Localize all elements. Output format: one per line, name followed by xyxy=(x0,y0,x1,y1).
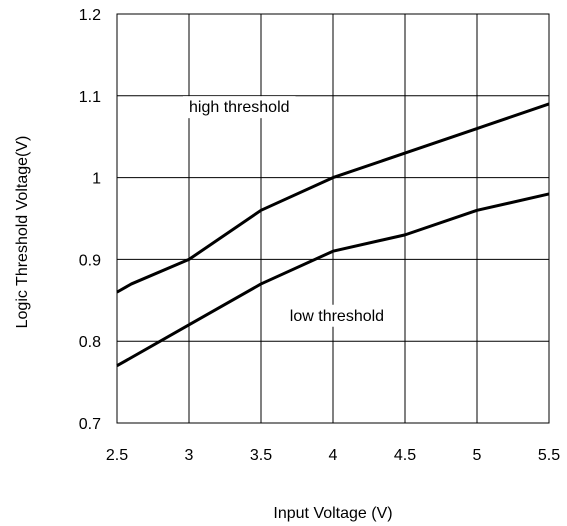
annotation-background xyxy=(183,96,296,119)
x-tick-label: 4.5 xyxy=(394,447,416,464)
x-tick-label: 3 xyxy=(185,447,194,464)
grid xyxy=(116,13,550,424)
y-tick-labels: 0.7 0.8 0.9 1 1.1 1.2 xyxy=(79,7,101,433)
x-axis-title: Input Voltage (V) xyxy=(273,505,392,522)
y-tick-label: 0.8 xyxy=(79,334,101,351)
series-line-low-threshold xyxy=(116,192,550,368)
y-axis-title: Logic Threshold Voltage(V) xyxy=(14,136,31,329)
annotation-label: high threshold xyxy=(189,99,290,116)
series-line-high-threshold xyxy=(116,102,550,294)
y-tick-label: 0.7 xyxy=(79,416,101,433)
y-tick-label: 1.2 xyxy=(79,7,101,24)
plot-frame xyxy=(116,13,550,424)
x-tick-labels: 2.5 3 3.5 4 4.5 5 5.5 xyxy=(106,447,560,464)
x-tick-label: 4 xyxy=(329,447,338,464)
y-tick-label: 1 xyxy=(92,171,101,188)
y-tick-label: 1.1 xyxy=(79,89,101,106)
x-tick-label: 3.5 xyxy=(250,447,272,464)
x-tick-label: 5 xyxy=(473,447,482,464)
series-group xyxy=(116,102,550,368)
x-tick-label: 5.5 xyxy=(538,447,560,464)
x-tick-label: 2.5 xyxy=(106,447,128,464)
annotations: high threshold low threshold xyxy=(183,96,391,327)
annotation-background xyxy=(283,304,391,327)
annotation-label: low threshold xyxy=(290,308,384,325)
y-tick-label: 0.9 xyxy=(79,252,101,269)
